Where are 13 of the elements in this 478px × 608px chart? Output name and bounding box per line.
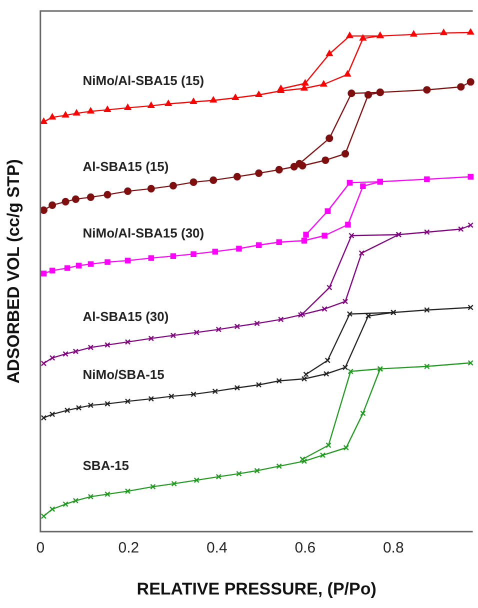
series-label: NiMo/Al-SBA15 (15)	[82, 72, 204, 88]
series-label: Al-SBA15 (30)	[82, 308, 169, 324]
series-label: Al-SBA15 (15)	[82, 158, 169, 174]
series-label: NiMo/SBA-15	[82, 366, 164, 382]
x-tick-label: 0.6	[294, 540, 316, 557]
x-axis-title: RELATIVE PRESSURE, (P/Po)	[136, 579, 376, 598]
series-label: SBA-15	[82, 458, 130, 474]
x-tick-label: 0.4	[206, 540, 228, 557]
x-tick-label: 0	[36, 540, 45, 557]
x-tick-label: 0.2	[118, 540, 140, 557]
x-tick-label: 0.8	[382, 540, 404, 557]
y-axis-title: ADSORBED VOL (cc/g STP)	[4, 159, 23, 384]
series-label: NiMo/Al-SBA15 (30)	[82, 226, 204, 241]
